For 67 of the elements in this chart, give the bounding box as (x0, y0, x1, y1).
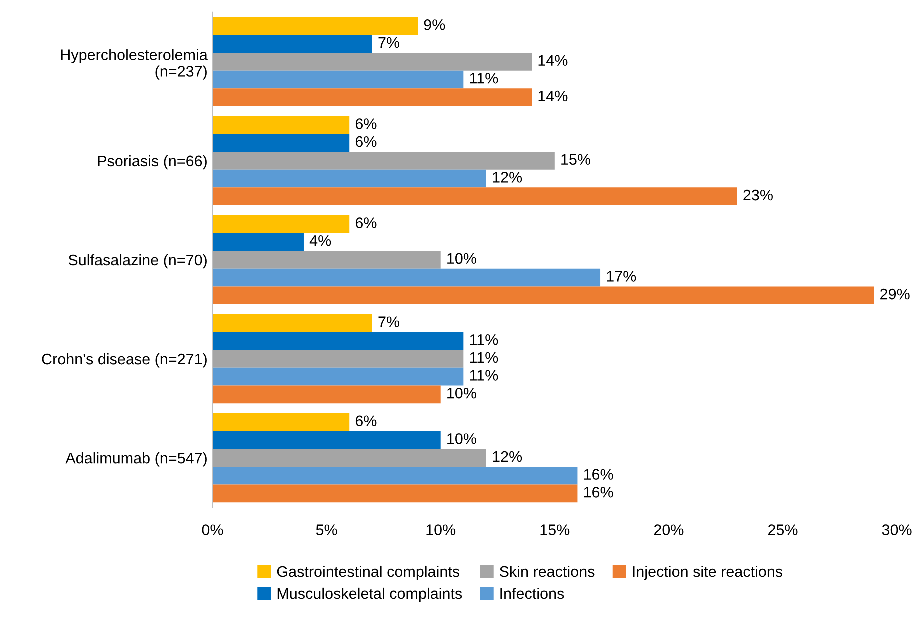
data-label: 15% (562, 154, 590, 166)
data-label: 12% (493, 172, 522, 183)
data-label: 6% (356, 218, 377, 228)
y-tick-label: Hypercholesterolemia (n=237) (61, 49, 208, 80)
bar (212, 188, 738, 206)
x-tick-label: 30% (882, 524, 912, 536)
bar (212, 134, 350, 152)
bar (212, 233, 304, 252)
data-label: 11% (470, 370, 498, 381)
bar (212, 413, 350, 432)
data-label: 11% (470, 73, 498, 84)
data-label: 10% (448, 388, 476, 399)
data-label: 11% (470, 334, 498, 346)
bar (212, 251, 441, 269)
data-label: 16% (584, 486, 614, 498)
data-label: 14% (538, 90, 568, 102)
y-tick-label: Sulfasalazine (n=70) (68, 254, 207, 269)
legend-label: Gastrointestinal complaints (277, 566, 460, 580)
bar (212, 70, 464, 89)
bar (212, 215, 350, 234)
x-tick-label: 5% (316, 524, 338, 536)
bar (212, 314, 372, 332)
data-label: 23% (744, 190, 773, 201)
data-label: 10% (448, 434, 476, 444)
data-label: 6% (356, 416, 377, 427)
data-label: 14% (538, 55, 568, 66)
data-label: 10% (448, 253, 476, 264)
bar (212, 368, 464, 386)
x-tick-label: 15% (540, 524, 570, 536)
bar (212, 52, 532, 71)
bar (212, 88, 532, 106)
data-label: 29% (880, 288, 910, 300)
data-label: 6% (356, 118, 377, 130)
bar (212, 449, 486, 467)
y-tick-label: Adalimumab (n=547) (66, 452, 207, 467)
legend-label: Musculoskeletal complaints (278, 588, 462, 602)
bar (212, 35, 372, 53)
bar (212, 17, 418, 36)
data-label: 6% (356, 136, 377, 148)
data-label: 12% (493, 451, 522, 462)
data-label: 7% (378, 316, 400, 328)
bar (212, 484, 578, 503)
legend-label: Infections (500, 588, 564, 600)
bar (212, 268, 601, 287)
data-label: 7% (378, 37, 400, 48)
bar (212, 286, 874, 305)
data-label: 11% (470, 352, 498, 364)
bar (212, 466, 578, 485)
data-label: 17% (607, 271, 636, 282)
bar (212, 350, 464, 368)
x-tick-label: 20% (654, 524, 684, 536)
x-tick-label: 25% (768, 524, 798, 536)
bar (212, 116, 350, 134)
data-label: 4% (310, 236, 332, 246)
bar (212, 431, 441, 450)
y-tick-label: Psoriasis (n=66) (98, 155, 207, 170)
x-tick-label: 0% (202, 524, 224, 536)
bar (212, 152, 555, 170)
legend-label: Skin reactions (500, 566, 595, 578)
x-tick-label: 10% (426, 524, 456, 536)
bar (212, 386, 441, 404)
data-label: 16% (584, 469, 614, 480)
bar (212, 170, 486, 188)
y-tick-label: Crohn's disease (n=271) (42, 353, 207, 368)
bar (212, 332, 464, 350)
data-label: 9% (424, 20, 446, 30)
legend-label: Injection site reactions (633, 566, 783, 580)
